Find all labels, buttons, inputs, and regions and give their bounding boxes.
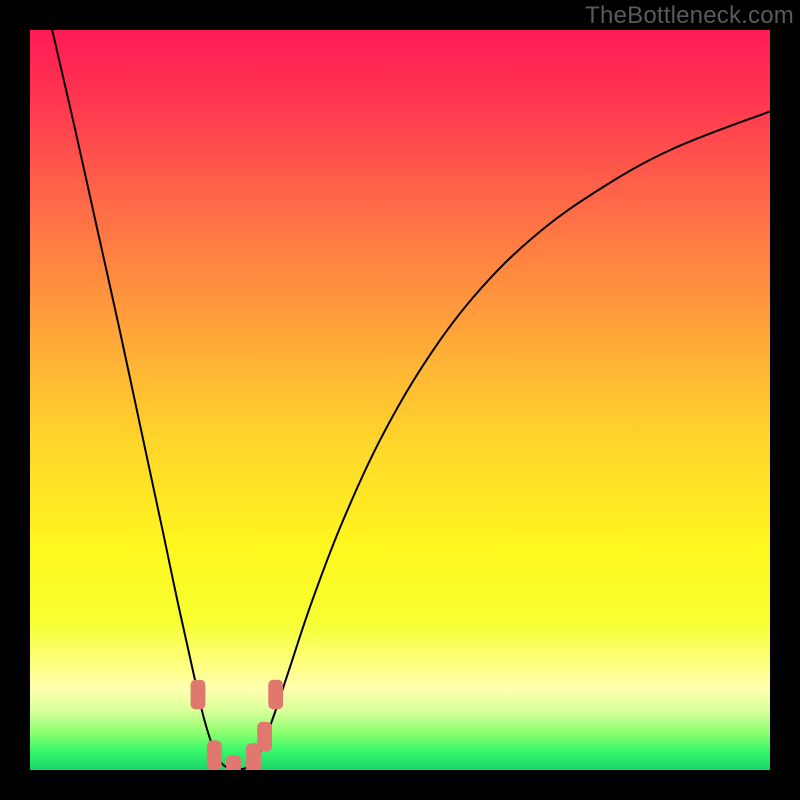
curve-marker <box>207 740 222 770</box>
curve-marker <box>268 680 283 710</box>
chart-plot <box>30 30 770 770</box>
chart-frame: TheBottleneck.com <box>0 0 800 800</box>
curve-marker <box>191 680 206 710</box>
curve-marker <box>226 755 241 770</box>
curve-marker <box>257 722 272 752</box>
gradient-background <box>30 30 770 770</box>
watermark-text: TheBottleneck.com <box>585 2 794 30</box>
